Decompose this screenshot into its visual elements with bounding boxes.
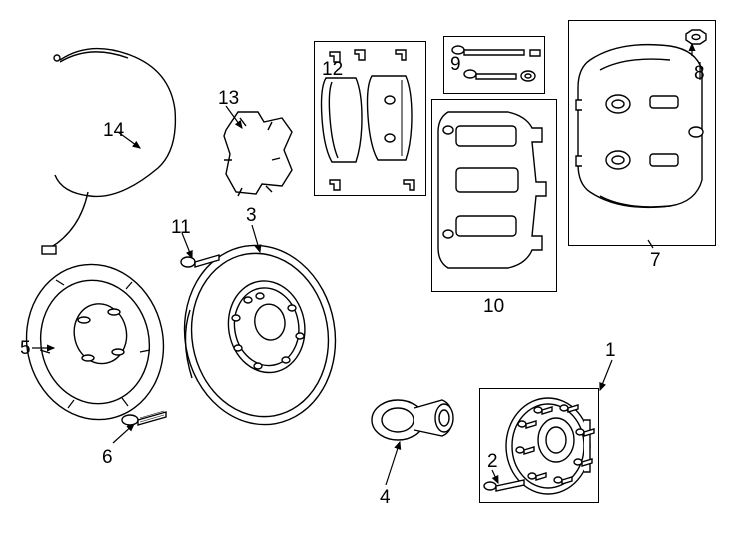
- callout-box-10: [431, 99, 557, 292]
- part-hub-spacer: [372, 400, 453, 440]
- callout-12: 12: [322, 59, 343, 81]
- callout-1: 1: [605, 340, 616, 362]
- callout-box-7: [568, 20, 716, 246]
- callout-box-1: [479, 388, 599, 503]
- callout-10: 10: [483, 296, 504, 318]
- part-splash-shield: [12, 252, 177, 433]
- callout-5: 5: [20, 338, 31, 360]
- callout-9: 9: [450, 54, 461, 76]
- part-clip-bracket: [224, 112, 292, 196]
- callout-14: 14: [103, 120, 124, 142]
- callout-13: 13: [218, 88, 239, 110]
- callout-11: 11: [171, 217, 191, 239]
- callout-6: 6: [102, 447, 113, 469]
- part-bolt-11: [181, 255, 219, 267]
- callout-7: 7: [650, 250, 661, 272]
- part-rotor: [171, 233, 350, 436]
- callout-8: 8: [694, 63, 705, 85]
- callout-4: 4: [380, 487, 391, 509]
- callout-3: 3: [246, 205, 257, 227]
- part-abs-wire: [42, 49, 175, 254]
- callout-2: 2: [487, 451, 498, 473]
- part-bolt-6: [122, 411, 166, 425]
